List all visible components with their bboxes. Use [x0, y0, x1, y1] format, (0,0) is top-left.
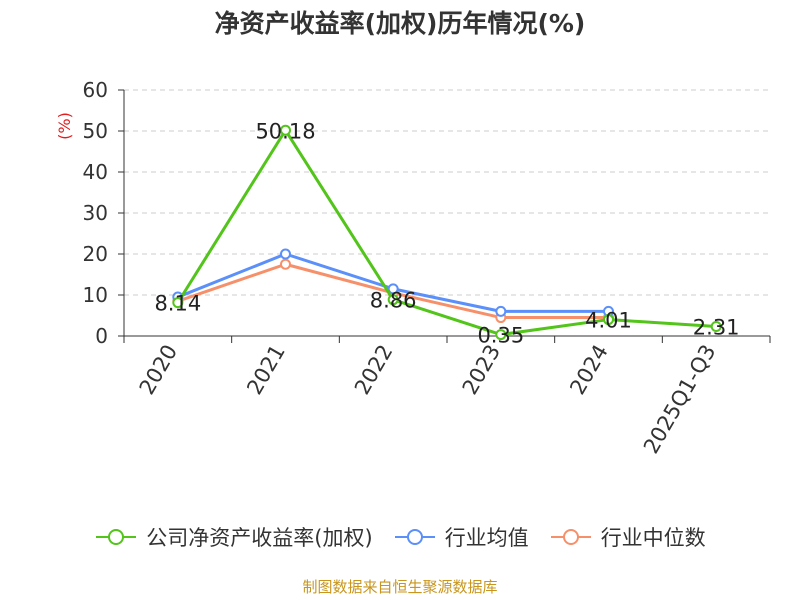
axes: 0 10 20 30 40 50 60 (%) 2020 2021 2022 2023 2024 2025…	[55, 78, 771, 458]
y-tick-label: 50	[83, 119, 108, 143]
series-lines	[172, 124, 722, 341]
data-point	[603, 314, 614, 326]
y-tick-label: 10	[83, 283, 108, 307]
legend-item-company[interactable]: 公司净资产收益率(加权)	[94, 522, 373, 552]
legend-marker-green-icon	[96, 529, 137, 545]
legend-label-industry-mean: 行业均值	[444, 526, 529, 550]
data-point	[280, 124, 291, 136]
data-point	[280, 258, 291, 270]
x-category-label: 2025Q1-Q3	[639, 341, 721, 458]
data-label: 8.86	[370, 289, 417, 313]
data-label: 4.01	[585, 309, 632, 333]
legend-item-industry-median[interactable]: 行业中位数	[549, 522, 706, 552]
y-tick-label: 30	[83, 201, 108, 225]
source-footer: 制图数据来自恒生聚源数据库	[302, 578, 498, 596]
y-axis-unit-label: (%)	[55, 112, 74, 140]
data-point	[495, 329, 507, 341]
data-labels: 8.14 50.18 8.86 0.35 4.01 2.31	[154, 119, 739, 347]
x-category-label: 2024	[565, 341, 613, 399]
data-point	[387, 283, 399, 295]
y-tick-label: 20	[83, 242, 108, 266]
data-point	[172, 297, 184, 309]
legend-marker-blue-icon	[394, 529, 435, 545]
x-category-label: 2023	[458, 341, 506, 399]
legend-label-industry-median: 行业中位数	[600, 526, 706, 550]
x-category-label: 2022	[350, 341, 398, 399]
legend-label-company: 公司净资产收益率(加权)	[146, 526, 373, 550]
data-label: 0.35	[477, 324, 524, 348]
x-category-label: 2020	[135, 341, 183, 399]
chart-title: 净资产收益率(加权)历年情况(%)	[214, 9, 586, 38]
series-line	[176, 128, 717, 337]
data-point	[495, 305, 507, 317]
legend-item-industry-mean[interactable]: 行业均值	[393, 522, 529, 552]
legend: 公司净资产收益率(加权) 行业均值 行业中位数	[0, 520, 800, 554]
y-tick-label: 0	[95, 324, 108, 348]
legend-marker-orange-icon	[550, 529, 591, 545]
x-category-label: 2021	[242, 341, 290, 399]
data-point	[387, 294, 399, 306]
data-label: 2.31	[693, 316, 740, 340]
y-tick-label: 40	[83, 160, 108, 184]
data-point	[280, 248, 291, 260]
data-point	[710, 321, 722, 333]
y-tick-label: 60	[83, 78, 108, 102]
data-label: 50.18	[255, 119, 315, 143]
data-label: 8.14	[154, 292, 201, 316]
grid-lines	[124, 89, 770, 296]
